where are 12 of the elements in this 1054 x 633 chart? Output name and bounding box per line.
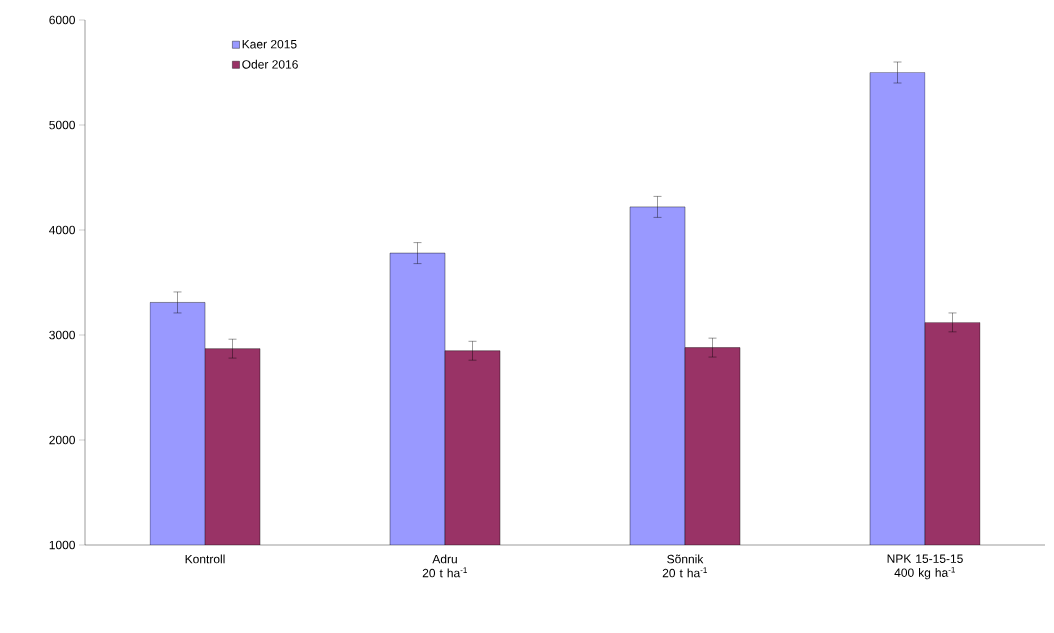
y-tick-label: 3000 [49,330,75,340]
y-tick-label: 1000 [49,540,75,550]
y-tick-label: 4000 [49,225,75,235]
x-tick-label: Adru 20 t ha$^{-1}$ [422,554,467,578]
x-tick-label: NPK 15-15-15 400 kg ha$^{-1}$ [887,554,963,580]
x-tick-label: Kontroll [185,554,225,564]
legend-label: Kaer 2015 [242,39,297,49]
legend-label: Oder 2016 [242,59,298,69]
y-tick-label: 2000 [49,435,75,445]
y-tick-label: 5000 [49,120,75,130]
x-tick-label: Sõnnik 20 t ha$^{-1}$ [662,554,707,578]
y-tick-label: 6000 [49,15,75,25]
